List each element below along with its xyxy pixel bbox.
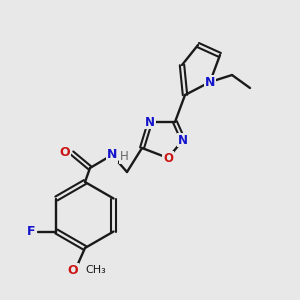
Text: O: O — [68, 263, 78, 277]
Text: N: N — [178, 134, 188, 146]
Text: N: N — [145, 116, 155, 128]
Text: CH₃: CH₃ — [85, 265, 106, 275]
Text: N: N — [107, 148, 117, 161]
Text: O: O — [60, 146, 70, 158]
Text: N: N — [205, 76, 215, 88]
Text: F: F — [27, 225, 36, 238]
Text: O: O — [163, 152, 173, 164]
Text: H: H — [120, 151, 128, 164]
